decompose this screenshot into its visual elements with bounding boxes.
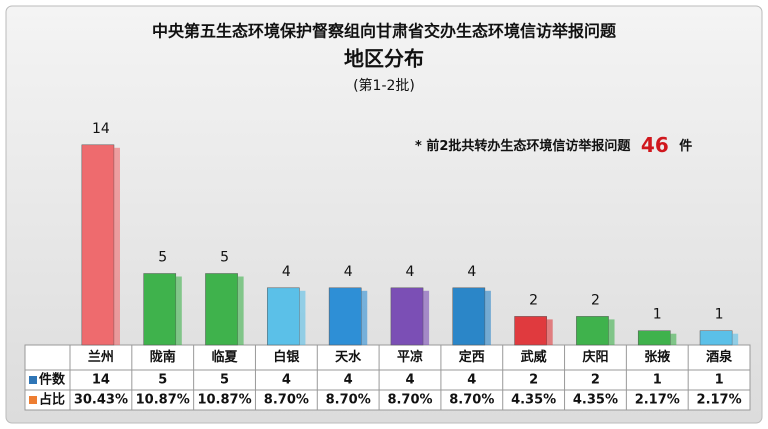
legend-label: 件数	[39, 372, 66, 388]
data-label: 4	[467, 264, 476, 280]
bar	[267, 287, 300, 346]
table-cell: 4	[282, 373, 291, 388]
x-tick-label: 平凉	[397, 349, 423, 365]
x-tick-label: 酒泉	[706, 349, 733, 365]
chart-title: 中央第五生态环境保护督察组向甘肃省交办生态环境信访举报问题	[152, 22, 617, 41]
table-cell: 2.17%	[697, 393, 742, 408]
table-bg	[24, 344, 751, 411]
table-cell: 14	[92, 373, 110, 388]
table-cell: 5	[220, 373, 229, 388]
bar	[390, 287, 424, 346]
x-tick-label: 张掖	[644, 349, 671, 365]
table-cell: 5	[158, 373, 167, 388]
table-cell: 4	[344, 373, 353, 388]
bar-side	[423, 290, 430, 345]
bar	[699, 330, 733, 346]
data-label: 5	[158, 250, 167, 266]
x-tick-label: 庆阳	[581, 349, 608, 365]
bar	[514, 316, 547, 346]
bar-side	[546, 319, 553, 345]
table-cell: 10.87%	[197, 393, 251, 408]
data-label: 4	[282, 264, 291, 280]
bar	[452, 287, 486, 346]
table-cell: 1	[653, 373, 662, 388]
data-label: 5	[220, 250, 229, 266]
bar-side	[237, 276, 244, 345]
annotation: * 前2批共转办生态环境信访举报问题 46 件	[415, 133, 692, 157]
annotation-total: 46	[641, 133, 669, 157]
table-cell: 4	[467, 373, 476, 388]
bar-side	[484, 290, 491, 345]
table-cell: 30.43%	[74, 393, 128, 408]
x-tick-label: 天水	[335, 349, 362, 365]
table-cell: 2.17%	[635, 393, 680, 408]
bar-side	[113, 147, 120, 345]
bar-side	[608, 319, 615, 345]
table-cell: 4.35%	[573, 393, 618, 408]
annotation-prefix: * 前2批共转办生态环境信访举报问题	[415, 138, 631, 154]
table-cell: 2	[529, 373, 538, 388]
data-label: 1	[715, 307, 724, 323]
bar-side	[175, 276, 182, 345]
table-cell: 8.70%	[387, 393, 432, 408]
chart-subtitle: 地区分布	[344, 47, 424, 71]
x-tick-label: 陇南	[150, 349, 176, 365]
bar	[81, 144, 115, 346]
table-cell: 2	[591, 373, 600, 388]
table-cell: 8.70%	[264, 393, 309, 408]
x-tick-label: 定西	[458, 349, 485, 365]
chart-subtitle2: (第1-2批)	[353, 77, 415, 94]
data-label: 4	[344, 264, 353, 280]
x-tick-label: 白银	[273, 349, 300, 365]
table-cell: 10.87%	[136, 393, 190, 408]
panel	[5, 5, 763, 424]
bar	[576, 316, 609, 346]
legend-swatch	[29, 396, 37, 404]
bar	[637, 330, 671, 346]
legend-swatch	[29, 376, 37, 384]
bar-side	[732, 333, 739, 345]
bar	[328, 287, 362, 346]
x-tick-label: 武威	[521, 349, 547, 365]
data-label: 4	[406, 264, 415, 280]
legend-label: 占比	[39, 392, 65, 408]
annotation-suffix: 件	[679, 138, 692, 154]
bar	[143, 273, 177, 346]
data-label: 2	[529, 292, 538, 308]
table-cell: 8.70%	[449, 393, 494, 408]
bar-side	[670, 333, 677, 345]
table-cell: 4.35%	[511, 393, 556, 408]
table-cell: 4	[405, 373, 414, 388]
x-tick-label: 临夏	[212, 349, 239, 365]
x-tick-label: 兰州	[88, 349, 114, 365]
data-label: 2	[591, 292, 600, 308]
bar	[205, 273, 238, 346]
bar-side	[361, 290, 368, 345]
data-label: 1	[653, 307, 662, 323]
table-cell: 8.70%	[326, 393, 371, 408]
bar-side	[299, 290, 306, 345]
data-label: 14	[92, 121, 110, 137]
table-cell: 1	[715, 373, 724, 388]
